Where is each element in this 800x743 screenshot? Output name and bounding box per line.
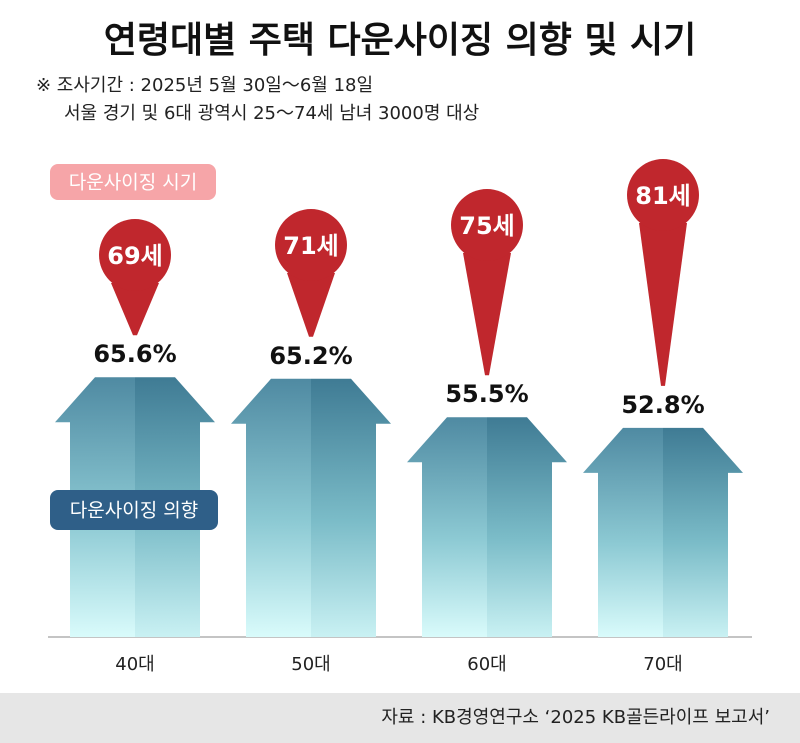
source: 자료 : KB경영연구소 ‘2025 KB골든라이프 보고서’ xyxy=(381,707,770,728)
x-tick-label: 40대 xyxy=(115,654,154,675)
value-label: 52.8% xyxy=(621,391,704,419)
house xyxy=(583,427,743,637)
house xyxy=(231,378,391,637)
bars: 65.6% 65.2% 55.5% 52.8% xyxy=(55,340,743,637)
value-label: 65.2% xyxy=(269,342,352,370)
house-left xyxy=(583,427,663,637)
pin-head xyxy=(451,189,523,261)
house-right xyxy=(311,378,391,637)
pin-label: 75세 xyxy=(459,212,514,240)
pin-head xyxy=(627,159,699,231)
pin-label: 69세 xyxy=(107,242,162,270)
pin xyxy=(99,219,171,336)
chart-title: 연령대별 주택 다운사이징 의향 및 시기 xyxy=(104,20,697,61)
pin-label: 81세 xyxy=(635,182,690,210)
pin-shape xyxy=(463,253,511,376)
pin-label: 71세 xyxy=(283,232,338,260)
pin-head xyxy=(99,219,171,291)
x-tick-label: 60대 xyxy=(467,654,506,675)
note: 서울 경기 및 6대 광역시 25～74세 남녀 3000명 대상 xyxy=(64,103,479,124)
value-label: 65.6% xyxy=(93,340,176,368)
note: ※ 조사기간 : 2025년 5월 30일～6월 18일 xyxy=(36,75,373,96)
house-left xyxy=(407,417,487,637)
legend-label: 다운사이징 의향 xyxy=(70,500,198,522)
pin-shape xyxy=(639,223,687,386)
pin-head xyxy=(275,209,347,281)
legend-box xyxy=(50,490,218,530)
house xyxy=(407,417,567,637)
pin-shape xyxy=(111,283,159,336)
pin xyxy=(275,209,347,337)
pins: 69세 71세 75세 81세 xyxy=(99,159,699,386)
source-band xyxy=(0,693,800,743)
legend-label: 다운사이징 시기 xyxy=(69,172,197,194)
value-label: 55.5% xyxy=(445,380,528,408)
pin xyxy=(627,159,699,386)
x-tick-label: 70대 xyxy=(643,654,682,675)
legend: 다운사이징 의향 xyxy=(50,490,218,530)
legend-box xyxy=(50,164,216,200)
pin-shape xyxy=(287,273,335,337)
house-right xyxy=(663,427,743,637)
house-left xyxy=(231,378,311,637)
house-right xyxy=(487,417,567,637)
x-tick-label: 50대 xyxy=(291,654,330,675)
pin xyxy=(451,189,523,376)
